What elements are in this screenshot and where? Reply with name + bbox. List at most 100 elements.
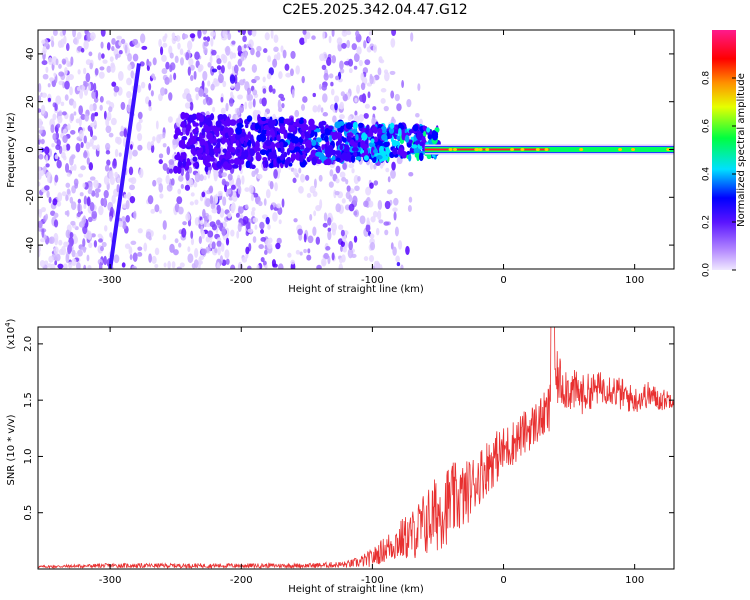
spectrogram-cell <box>338 224 344 231</box>
spectrogram-cell <box>162 42 168 48</box>
spectrogram-cell <box>352 195 358 205</box>
spectrogram-cell <box>55 58 59 66</box>
spectrogram-cell <box>69 86 73 96</box>
spectrogram-cell <box>327 230 332 241</box>
spectrogram-cell <box>411 144 418 149</box>
spectrogram-cell <box>148 83 152 91</box>
spectrogram-cell <box>238 206 244 214</box>
spectrogram-cell <box>45 66 49 73</box>
spectrogram-cell <box>95 191 100 198</box>
spectrogram-cell <box>323 135 329 143</box>
spectrogram-cell <box>152 136 156 142</box>
spectrogram-cell <box>230 135 235 145</box>
spectrogram-cell <box>225 45 231 56</box>
spectrogram-cell <box>317 146 321 153</box>
spectrogram-cell <box>270 30 274 39</box>
spectrogram-cell <box>206 132 214 140</box>
spectrogram-cell <box>232 189 236 197</box>
spectrogram-cell <box>279 154 285 161</box>
spectrogram-cell <box>400 264 404 269</box>
spectrogram-cell <box>240 159 245 165</box>
spectrogram-cell <box>106 159 111 166</box>
spectrogram-cell <box>334 150 341 155</box>
spectrogram-cell <box>137 144 143 151</box>
spectrogram-cell <box>78 129 84 140</box>
spectrogram-cell <box>177 188 182 195</box>
spectrogram-cell <box>162 131 166 139</box>
spectrogram-cell <box>322 31 326 40</box>
spectrogram-cell <box>273 46 279 53</box>
spectrogram-cell <box>160 46 164 56</box>
spectrogram-y-tick-label: 0 <box>25 146 36 152</box>
spectrogram-cell <box>272 58 278 68</box>
spectrogram-cell <box>234 74 238 85</box>
chart-title: C2E5.2025.342.04.47.G12 <box>282 2 468 18</box>
spectrogram-cell <box>260 236 267 242</box>
spectrogram-cell <box>313 178 317 189</box>
spectrogram-cell <box>54 212 59 218</box>
spectrogram-cell <box>76 86 81 91</box>
spectrogram-cell <box>132 149 138 157</box>
spectrogram-cell <box>164 76 170 85</box>
spectrogram-cell <box>229 74 236 84</box>
spectrogram-cell <box>251 140 256 148</box>
spectrogram-cell <box>146 141 152 151</box>
spectrogram-cell <box>148 106 153 112</box>
spectrogram-cell <box>367 91 371 99</box>
spectrogram-cell <box>199 174 204 182</box>
spectrogram-cell <box>123 194 128 199</box>
spectrogram-cell <box>227 173 233 181</box>
spectrogram-cell <box>384 229 389 236</box>
colorbar-tick-label: 0.4 <box>702 167 712 182</box>
signal-peak <box>631 148 636 151</box>
spectrogram-cell <box>319 53 325 61</box>
spectrogram-cell <box>336 132 343 140</box>
spectrogram-cell <box>89 122 95 128</box>
spectrogram-cell <box>41 60 48 66</box>
spectrogram-cell <box>199 120 203 128</box>
spectrogram-cell <box>132 252 138 262</box>
spectrogram-cell <box>123 128 128 138</box>
spectrogram-cell <box>327 144 334 153</box>
colorbar-gradient <box>712 30 736 270</box>
spectrogram-cell <box>54 174 59 183</box>
spectrogram-cell <box>192 156 198 162</box>
spectrogram-cell <box>392 207 398 212</box>
spectrogram-cell <box>38 108 42 113</box>
spectrogram-cell <box>176 196 183 205</box>
spectrogram-cell <box>370 216 376 223</box>
spectrogram-cell <box>88 51 93 57</box>
spectrogram-cell <box>87 189 93 195</box>
spectrogram-cell <box>180 57 184 66</box>
spectrogram-cell <box>290 152 296 161</box>
spectrogram-cell <box>225 258 230 265</box>
spectrogram-cell <box>213 170 219 178</box>
spectrogram-cell <box>338 114 345 120</box>
spectrogram-cell <box>426 127 431 133</box>
spectrogram-cell <box>93 82 97 93</box>
spectrogram-cell <box>302 96 308 103</box>
spectrogram-cell <box>203 175 207 181</box>
spectrogram-cell <box>376 155 383 160</box>
spectrogram-cell <box>391 139 398 147</box>
spectrogram-cell <box>166 184 173 192</box>
spectrogram-cell <box>272 263 278 268</box>
spectrogram-cell <box>61 191 67 197</box>
spectrogram-cell <box>231 163 239 169</box>
spectrogram-cell <box>264 139 272 147</box>
spectrogram-cell <box>169 243 175 253</box>
colorbar: 0.0 0.2 0.4 0.6 0.8 Normalized spectral ampl… <box>702 30 747 277</box>
spectrogram-x-tick-label: -200 <box>230 275 253 286</box>
spectrogram-cell <box>220 96 224 103</box>
spectrogram-cell <box>173 165 179 174</box>
spectrogram-cell <box>397 240 403 250</box>
spectrogram-cell <box>54 237 59 246</box>
spectrogram-cell <box>67 245 72 255</box>
spectrogram-cell <box>72 30 77 38</box>
spectrogram-cell <box>254 122 260 131</box>
colorbar-tick-label: 0.8 <box>702 71 712 86</box>
spectrogram-cell <box>374 260 380 269</box>
spectrogram-cell <box>237 261 243 269</box>
spectrogram-cell <box>56 123 61 129</box>
spectrogram-cell <box>369 75 374 85</box>
